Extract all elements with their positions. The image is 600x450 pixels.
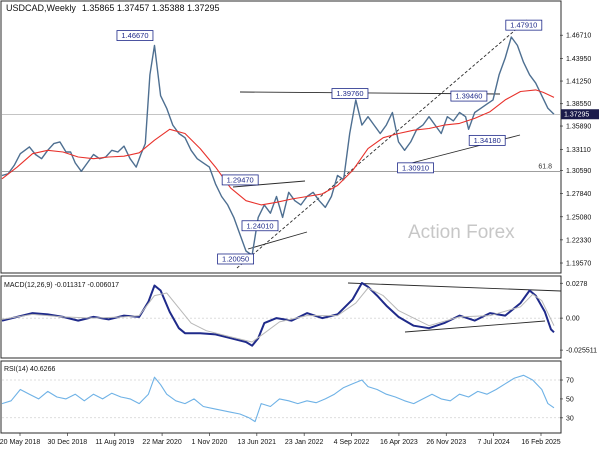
price-annotation-box — [331, 88, 369, 99]
triangle-upper-line — [232, 180, 306, 188]
dashed-trend-line — [236, 19, 528, 269]
price-y-tick-label: 1.46710 — [566, 33, 591, 40]
price-annotation-label: 1.20050 — [222, 254, 249, 263]
price-y-tick-label: 1.38550 — [566, 101, 591, 108]
ohlc-values: 1.35865 1.37457 1.35388 1.37295 — [82, 3, 220, 13]
price-annotation-box — [505, 19, 543, 31]
macd-y-tick-label: -0.025511 — [566, 348, 597, 355]
price-annotation-label: 1.47910 — [510, 21, 537, 30]
price-annotation-box — [450, 90, 488, 102]
price-annotation-label: 1.24010 — [246, 221, 273, 230]
price-y-tick-label: 1.41250 — [566, 79, 591, 86]
price-y-tick-label: 1.30590 — [566, 168, 591, 175]
price-y-tick-label: 1.33110 — [566, 147, 591, 154]
x-tick-label: 26 Nov 2023 — [426, 439, 466, 446]
x-tick-label: 30 Dec 2018 — [48, 439, 88, 446]
price-y-tick-label: 1.35890 — [566, 124, 591, 131]
axis-layer: 1.19570 1.22330 1.25080 1.27840 1.30590 1.331… — [0, 33, 599, 446]
macd-signal-line — [1, 287, 555, 343]
price-panel-frame — [0, 0, 562, 274]
rsi-line — [1, 374, 555, 423]
price-annotation-label: 1.39460 — [455, 92, 482, 101]
macd-series-layer: MACD(12,26,9) -0.011317 -0.006017 — [1, 282, 560, 347]
macd-title: MACD(12,26,9) -0.011317 -0.006017 — [4, 282, 119, 289]
x-tick-label: 1 Nov 2020 — [192, 439, 228, 446]
x-tick-label: 13 Jun 2021 — [238, 439, 277, 446]
macd-y-tick-label: 0.00 — [566, 316, 580, 323]
price-annotation-box — [241, 220, 279, 232]
x-tick-label: 16 Feb 2025 — [521, 439, 560, 446]
price-annotation-label: 1.30910 — [402, 163, 429, 172]
macd-line — [1, 282, 555, 347]
triangle-lower-line — [247, 231, 308, 250]
current-price-box — [561, 109, 599, 120]
rsi-title: RSI(14) 40.6266 — [4, 366, 55, 373]
rsi-y-tick-label: 50 — [566, 396, 574, 403]
annotation-layer: 1.46670 1.20050 1.29470 1.24010 1.39760 1.309… — [116, 19, 543, 265]
current-price-label: 1.37295 — [564, 112, 589, 119]
rsi-y-tick-label: 30 — [566, 415, 574, 422]
macd-panel-frame — [0, 275, 562, 359]
rsi-series-layer: RSI(14) 40.6266 — [1, 366, 560, 423]
x-tick-label: 11 Aug 2019 — [95, 439, 134, 446]
trendlines — [232, 19, 562, 333]
macd-lower-line — [404, 320, 546, 333]
price-annotation-label: 1.39760 — [336, 89, 363, 98]
x-tick-label: 22 Mar 2020 — [142, 439, 181, 446]
symbol-label: USDCAD,Weekly — [6, 3, 76, 13]
macd-upper-line — [347, 282, 562, 292]
price-annotation-box — [116, 30, 154, 41]
rsi-y-tick-label: 70 — [566, 378, 574, 385]
watermark: Action Forex — [408, 222, 515, 243]
rsi-panel-frame — [0, 360, 562, 434]
price-annotation-box — [397, 162, 434, 174]
price-y-tick-label: 1.19570 — [566, 261, 591, 268]
price-annotation-label: 1.29470 — [227, 175, 254, 184]
moving-average-line — [1, 89, 555, 206]
x-tick-label: 20 May 2018 — [0, 439, 40, 446]
x-tick-label: 23 Jan 2022 — [285, 439, 324, 446]
price-y-tick-label: 1.43950 — [566, 56, 591, 63]
price-y-tick-label: 1.27840 — [566, 191, 591, 198]
x-tick-label: 4 Sep 2022 — [334, 439, 370, 446]
price-y-tick-label: 1.25080 — [566, 214, 591, 221]
x-tick-label: 7 Jul 2024 — [477, 439, 509, 446]
price-series-layer: 61.8 — [1, 36, 560, 256]
x-tick-label: 16 Apr 2023 — [380, 439, 418, 446]
price-annotation-label: 1.34180 — [474, 136, 501, 145]
price-y-tick-label: 1.22330 — [566, 237, 591, 244]
price-annotation-box — [221, 174, 259, 186]
price-annotation-box — [217, 253, 255, 265]
price-annotation-box — [468, 134, 506, 146]
macd-y-tick-label: 0.0278 — [566, 281, 588, 288]
price-annotation-label: 1.46670 — [121, 31, 148, 40]
fib-level-label: 61.8 — [538, 164, 552, 171]
